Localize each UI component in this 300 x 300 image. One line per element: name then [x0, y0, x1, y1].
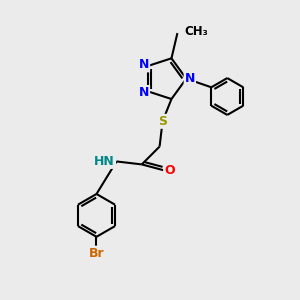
Text: S: S: [158, 115, 167, 128]
Text: CH₃: CH₃: [185, 25, 208, 38]
Text: N: N: [139, 86, 149, 99]
Text: HN: HN: [94, 155, 115, 168]
Text: N: N: [139, 58, 149, 71]
Text: N: N: [184, 72, 195, 85]
Text: O: O: [164, 164, 175, 177]
Text: Br: Br: [89, 247, 104, 260]
